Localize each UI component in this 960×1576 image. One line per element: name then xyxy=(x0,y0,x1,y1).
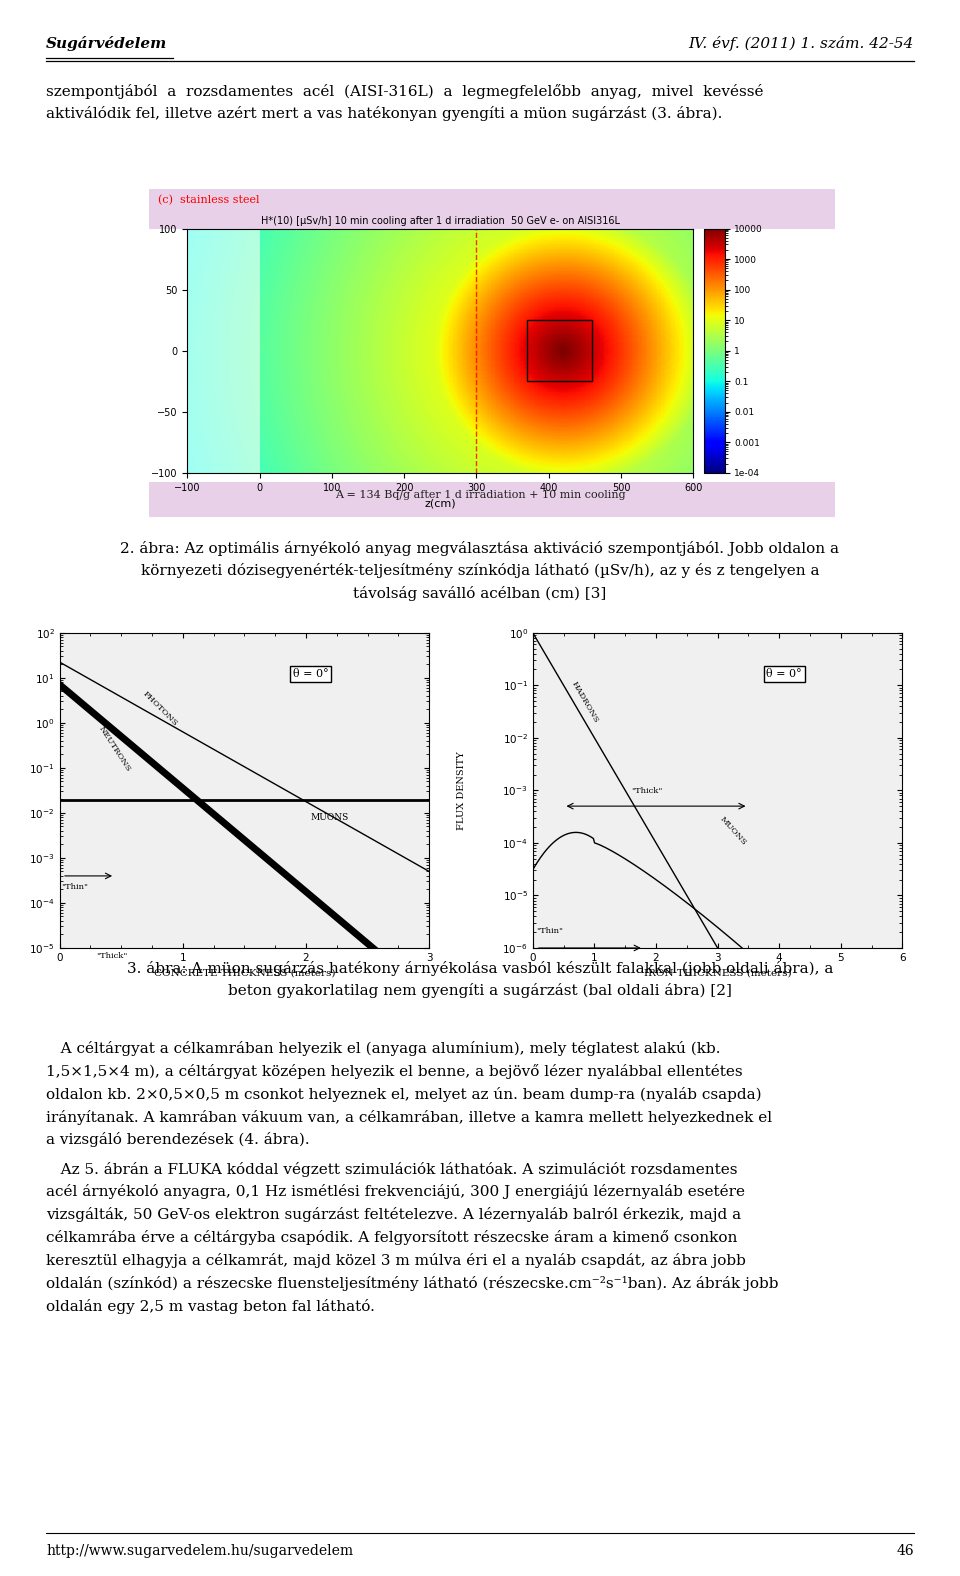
Text: acél árnyékoló anyagra, 0,1 Hz ismétlési frekvenciájú, 300 J energiájú lézernyal: acél árnyékoló anyagra, 0,1 Hz ismétlési… xyxy=(46,1185,745,1199)
Text: keresztül elhagyja a célkamrát, majd közel 3 m múlva éri el a nyaláb csapdát, az: keresztül elhagyja a célkamrát, majd köz… xyxy=(46,1253,746,1269)
Text: Az 5. ábrán a FLUKA kóddal végzett szimulációk láthatóak. A szimulációt rozsdame: Az 5. ábrán a FLUKA kóddal végzett szimu… xyxy=(46,1162,737,1177)
Text: MUONS: MUONS xyxy=(311,813,349,821)
Text: PHOTONS: PHOTONS xyxy=(141,689,179,728)
Bar xyxy=(149,189,835,229)
Bar xyxy=(149,482,835,517)
Text: MUONS: MUONS xyxy=(718,815,748,848)
Text: szempontjából  a  rozsdamentes  acél  (AISI-316L)  a  legmegfelelőbb  anyag,  mi: szempontjából a rozsdamentes acél (AISI-… xyxy=(46,84,763,99)
Bar xyxy=(527,320,592,381)
Text: oldalán egy 2,5 m vastag beton fal látható.: oldalán egy 2,5 m vastag beton fal látha… xyxy=(46,1299,375,1314)
Text: NEUTRONS: NEUTRONS xyxy=(96,725,132,774)
Text: irányítanak. A kamrában vákuum van, a célkamrában, illetve a kamra mellett helye: irányítanak. A kamrában vákuum van, a cé… xyxy=(46,1110,772,1125)
Text: oldalán (színkód) a részecske fluensteljesítmény látható (részecske.cm⁻²s⁻¹ban).: oldalán (színkód) a részecske fluenstelj… xyxy=(46,1277,779,1291)
Text: a vizsgáló berendezések (4. ábra).: a vizsgáló berendezések (4. ábra). xyxy=(46,1133,310,1147)
Text: (c)  stainless steel: (c) stainless steel xyxy=(158,195,260,206)
Text: IV. évf. (2011) 1. szám. 42-54: IV. évf. (2011) 1. szám. 42-54 xyxy=(688,36,914,52)
Text: környezeti dózisegyenérték-teljesítmény színkódja látható (µSv/h), az y és z ten: környezeti dózisegyenérték-teljesítmény … xyxy=(141,564,819,578)
Text: 2. ábra: Az optimális árnyékoló anyag megválasztása aktiváció szempontjából. Job: 2. ábra: Az optimális árnyékoló anyag me… xyxy=(121,541,839,556)
Title: H*(10) [µSv/h] 10 min cooling after 1 d irradiation  50 GeV e- on AISI316L: H*(10) [µSv/h] 10 min cooling after 1 d … xyxy=(261,216,620,227)
Text: 1,5×1,5×4 m), a céltárgyat középen helyezik el benne, a bejövő lézer nyalábbal e: 1,5×1,5×4 m), a céltárgyat középen helye… xyxy=(46,1064,743,1080)
Bar xyxy=(187,229,259,473)
Text: vizsgálták, 50 GeV-os elektron sugárzást feltételezve. A lézernyaláb balról érke: vizsgálták, 50 GeV-os elektron sugárzást… xyxy=(46,1207,741,1223)
Text: "Thin": "Thin" xyxy=(60,883,87,890)
Text: aktiválódik fel, illetve azért mert a vas hatékonyan gyengíti a müon sugárzást (: aktiválódik fel, illetve azért mert a va… xyxy=(46,107,723,121)
Text: távolság saválló acélban (cm) [3]: távolság saválló acélban (cm) [3] xyxy=(353,586,607,602)
Text: θ = 0°: θ = 0° xyxy=(766,668,802,679)
Text: 3. ábra: A müon sugárzás hatékony árnyékolása vasból készült falakkal (jobb olda: 3. ábra: A müon sugárzás hatékony árnyék… xyxy=(127,961,833,976)
Text: Sugárvédelem: Sugárvédelem xyxy=(46,36,167,52)
Text: A = 134 Bq/g after 1 d irradiation + 10 min cooling: A = 134 Bq/g after 1 d irradiation + 10 … xyxy=(335,490,625,500)
Text: θ = 0°: θ = 0° xyxy=(293,668,328,679)
Text: HADRONS: HADRONS xyxy=(570,679,600,725)
Text: beton gyakorlatilag nem gyengíti a sugárzást (bal oldali ábra) [2]: beton gyakorlatilag nem gyengíti a sugár… xyxy=(228,983,732,999)
Text: "Thick": "Thick" xyxy=(96,952,128,960)
Text: http://www.sugarvedelem.hu/sugarvedelem: http://www.sugarvedelem.hu/sugarvedelem xyxy=(46,1544,353,1559)
Text: A céltárgyat a célkamrában helyezik el (anyaga alumínium), mely téglatest alakú : A céltárgyat a célkamrában helyezik el (… xyxy=(46,1042,721,1056)
X-axis label: CONCRETE THICKNESS (meters): CONCRETE THICKNESS (meters) xyxy=(154,968,335,977)
Text: célkamrába érve a céltárgyba csapódik. A felgyorsított részecske áram a kimenő c: célkamrába érve a céltárgyba csapódik. A… xyxy=(46,1231,737,1245)
Y-axis label: FLUX DENSITY: FLUX DENSITY xyxy=(457,752,467,829)
Text: 46: 46 xyxy=(897,1544,914,1559)
Text: "Thick": "Thick" xyxy=(632,786,662,794)
X-axis label: IRON THICKNESS (meters): IRON THICKNESS (meters) xyxy=(644,968,791,977)
X-axis label: z(cm): z(cm) xyxy=(424,498,456,507)
Text: oldalon kb. 2×0,5×0,5 m csonkot helyeznek el, melyet az ún. beam dump-ra (nyaláb: oldalon kb. 2×0,5×0,5 m csonkot helyezne… xyxy=(46,1087,761,1102)
Text: "Thin": "Thin" xyxy=(536,927,563,935)
